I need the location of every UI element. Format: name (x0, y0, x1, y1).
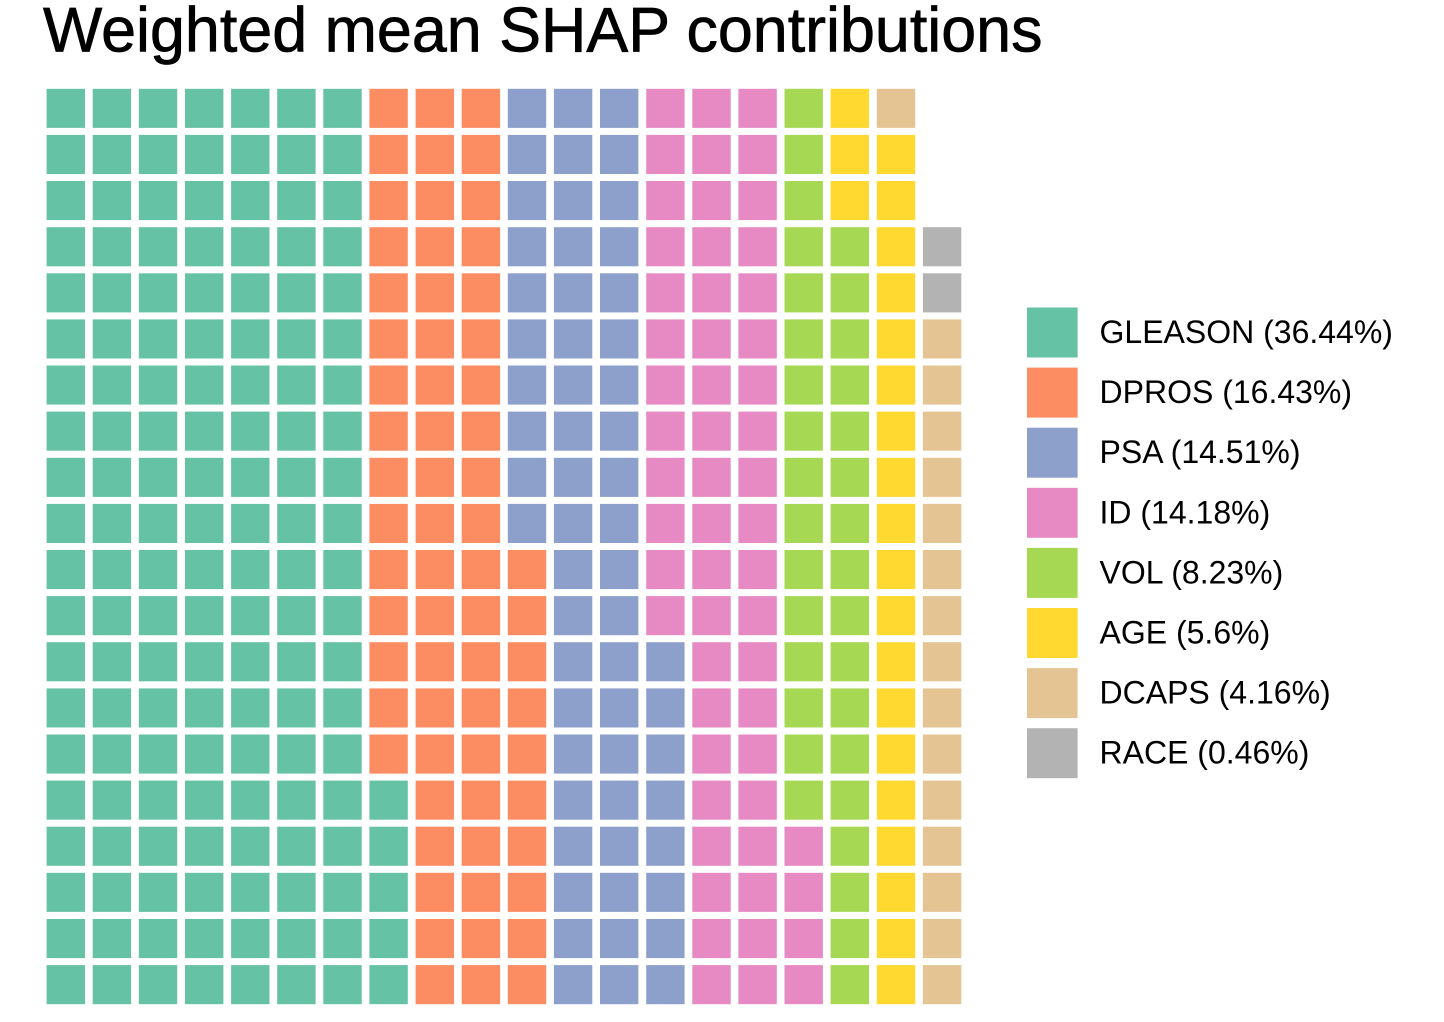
svg-text:VOL (8.23%): VOL (8.23%) (1100, 554, 1284, 590)
svg-text:DPROS (16.43%): DPROS (16.43%) (1100, 374, 1353, 410)
svg-text:Weighted mean SHAP contributio: Weighted mean SHAP contributions (43, 0, 1043, 66)
svg-text:GLEASON (36.44%): GLEASON (36.44%) (1100, 314, 1393, 350)
svg-text:PSA (14.51%): PSA (14.51%) (1100, 434, 1301, 470)
svg-text:DCAPS (4.16%): DCAPS (4.16%) (1100, 675, 1331, 711)
svg-text:ID (14.18%): ID (14.18%) (1100, 494, 1271, 530)
svg-text:AGE (5.6%): AGE (5.6%) (1100, 615, 1271, 651)
svg-text:RACE (0.46%): RACE (0.46%) (1100, 735, 1310, 771)
